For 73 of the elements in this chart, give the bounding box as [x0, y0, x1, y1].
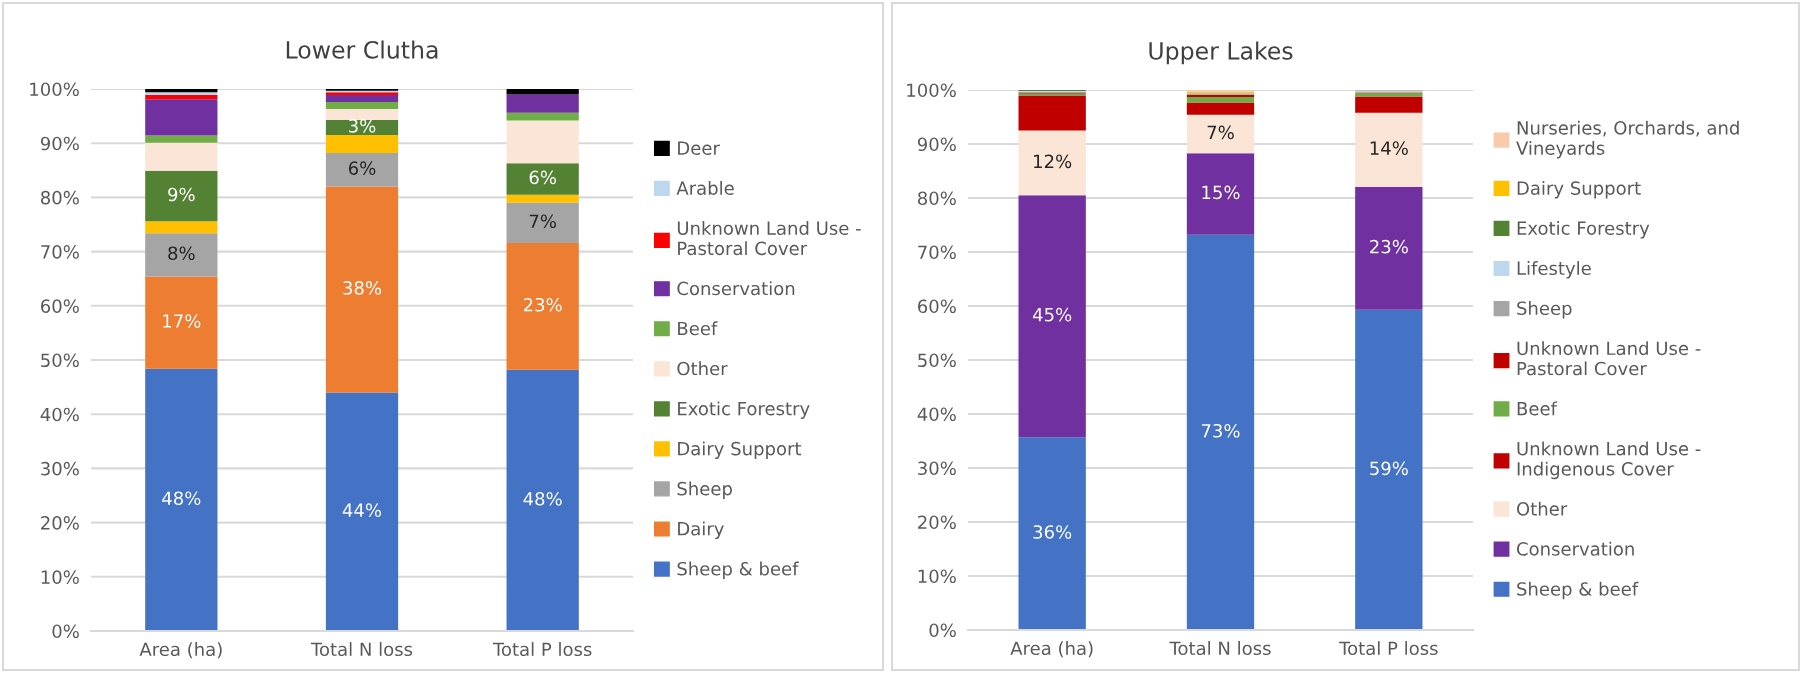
legend-label: Nurseries, Orchards, and Vineyards [1516, 120, 1739, 159]
y-tick-label: 10% [918, 569, 956, 584]
y-tick-label: 50% [41, 353, 79, 368]
legend-label: Other [677, 361, 728, 376]
data-label: 23% [1370, 239, 1408, 254]
data-label: 7% [529, 214, 556, 229]
legend-label: Conservation [677, 281, 795, 296]
data-label: 59% [1370, 461, 1408, 476]
legend-label: Unknown Land Use - Pastoral Cover [1517, 341, 1701, 376]
data-label: 17% [163, 314, 201, 328]
data-label: 48% [523, 491, 562, 506]
legend-label: Dairy [678, 521, 724, 540]
y-tick-label: 70% [918, 245, 956, 260]
y-tick-label: 50% [918, 353, 956, 368]
x-tick-label: Area (ha) [139, 642, 222, 659]
y-tick-label: 0% [929, 623, 956, 638]
data-label: 45% [1032, 307, 1072, 322]
y-tick-label: 30% [918, 461, 956, 476]
x-tick-label: Total P loss [1339, 641, 1438, 656]
legend-label: Dairy Support [1517, 180, 1641, 199]
y-tick-label: 60% [41, 299, 79, 313]
x-tick-label: Total N loss [1169, 641, 1271, 656]
legend-label: Sheep [677, 481, 732, 499]
y-tick-label: 20% [41, 516, 79, 530]
legend-label: Exotic Forestry [1517, 221, 1650, 239]
data-label: 48% [162, 491, 201, 506]
y-tick-label: 90% [917, 137, 956, 152]
x-tick-label: Total N loss [310, 642, 413, 657]
y-tick-label: 40% [917, 407, 956, 422]
y-tick-label: 60% [918, 299, 956, 314]
x-tick-label: Area (ha) [1010, 641, 1093, 658]
y-tick-label: 20% [918, 515, 956, 530]
x-tick-label: Total P loss [492, 642, 592, 657]
y-tick-label: 0% [52, 624, 79, 639]
data-label: 6% [348, 161, 376, 175]
legend-label: Sheep & beef [1517, 581, 1639, 600]
legend-label: Arable [676, 180, 734, 195]
y-tick-label: 90% [40, 136, 79, 151]
chart-title: Upper Lakes [1149, 41, 1293, 65]
y-tick-label: 40% [40, 407, 79, 422]
legend-label: Sheep & beef [677, 561, 799, 580]
data-label: 14% [1370, 141, 1408, 155]
y-tick-label: 70% [41, 245, 79, 259]
chart-title: Lower Clutha [286, 40, 438, 59]
data-label: 7% [1207, 125, 1234, 140]
data-label: 38% [343, 281, 382, 295]
y-tick-label: 100% [907, 83, 956, 98]
y-tick-label: 80% [917, 191, 956, 206]
y-tick-label: 30% [41, 461, 79, 476]
legend-label: Conservation [1516, 541, 1634, 556]
y-tick-label: 10% [41, 570, 79, 584]
data-label: 9% [168, 187, 195, 202]
data-label: 23% [523, 297, 562, 312]
data-label: 44% [342, 503, 382, 517]
legend-label: Deer [678, 141, 720, 155]
data-label: 36% [1033, 525, 1072, 539]
data-label: 8% [168, 246, 195, 261]
data-label: 15% [1202, 185, 1240, 200]
legend-label: Unknown Land Use - Pastoral Cover [677, 221, 861, 256]
legend-label: Other [1516, 501, 1568, 516]
data-label: 6% [529, 170, 556, 185]
legend-label: Unknown Land Use - Indigenous Cover [1517, 441, 1701, 480]
legend-label: Dairy Support [678, 441, 802, 459]
data-label: 3% [349, 119, 376, 133]
data-label: 73% [1201, 423, 1240, 438]
legend-label: Beef [678, 321, 718, 336]
data-label: 12% [1034, 154, 1072, 169]
legend-label: Sheep [1517, 301, 1572, 319]
legend-label: Lifestyle [1517, 261, 1591, 279]
y-tick-label: 80% [40, 190, 79, 205]
y-tick-label: 100% [30, 82, 79, 97]
legend-label: Exotic Forestry [678, 401, 810, 419]
legend-label: Beef [1517, 401, 1558, 416]
